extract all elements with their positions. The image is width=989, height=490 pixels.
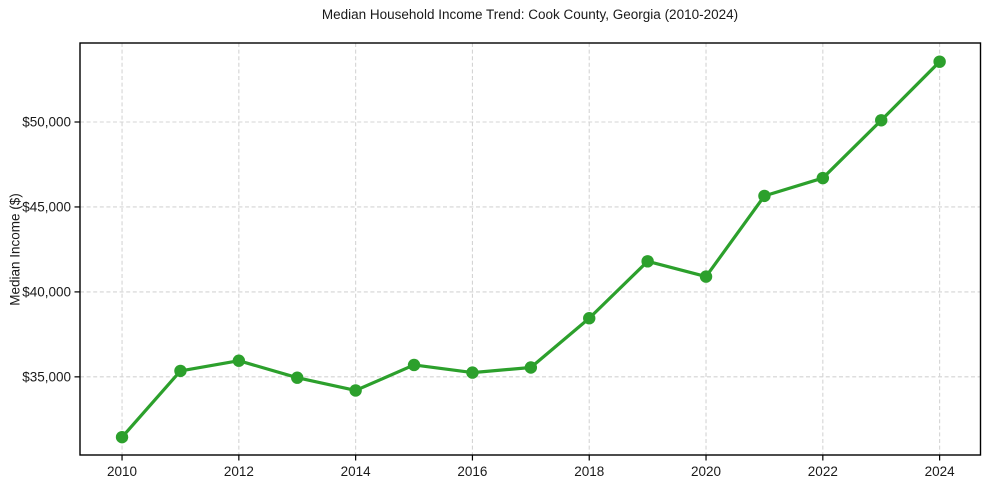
data-point-2017 [524, 361, 538, 374]
x-tick-label: 2018 [574, 464, 604, 479]
x-tick-label: 2022 [808, 464, 838, 479]
data-point-2020 [699, 270, 713, 283]
y-tick-label: $50,000 [22, 115, 71, 130]
data-point-2013 [291, 371, 304, 384]
plot-border [79, 42, 982, 456]
x-tick-label: 2020 [691, 464, 721, 479]
trend-line [120, 60, 942, 439]
x-tick-label: 2010 [107, 464, 137, 479]
data-point-2014 [349, 384, 362, 397]
data-point-2024 [933, 55, 946, 68]
x-tick-label: 2012 [224, 464, 254, 479]
y-tick-label: $40,000 [22, 284, 71, 299]
data-point-2018 [583, 312, 596, 325]
data-point-2016 [466, 366, 479, 379]
data-point-2015 [407, 358, 421, 372]
y-tick-label: $35,000 [22, 369, 71, 384]
x-tick-label: 2024 [925, 464, 956, 479]
data-point-2012 [232, 354, 246, 367]
data-point-2023 [875, 114, 888, 127]
data-point-2019 [641, 255, 654, 268]
data-point-2010 [115, 430, 129, 444]
data-point-2011 [174, 364, 187, 378]
y-tick-label: $45,000 [22, 200, 71, 215]
x-tick-label: 2016 [457, 464, 487, 479]
chart-title: Median Household Income Trend: Cook Coun… [321, 7, 739, 22]
data-point-2021 [758, 189, 771, 203]
x-tick-label: 2014 [341, 464, 372, 479]
data-point-2022 [816, 171, 830, 185]
